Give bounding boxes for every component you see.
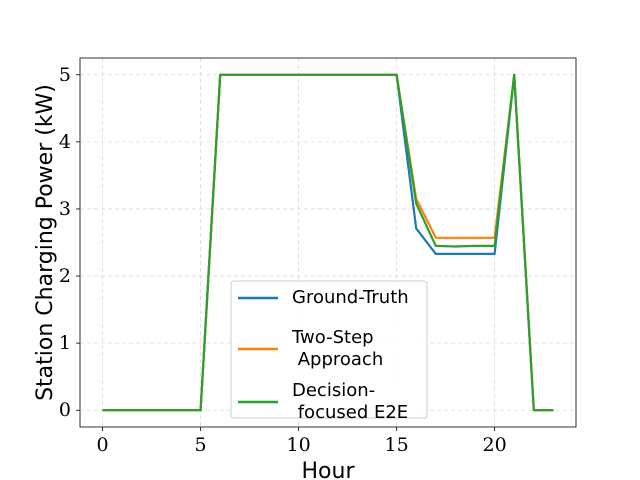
y-tick-label: 1 (59, 332, 71, 354)
x-tick-label: 20 (483, 434, 507, 456)
y-tick-label: 2 (59, 265, 71, 287)
x-tick-label: 15 (385, 434, 409, 456)
y-axis-title: Station Charging Power (kW) (33, 84, 58, 401)
series-line (102, 73, 554, 412)
legend-label: Decision- focused E2E (292, 380, 408, 423)
plot-frame (79, 57, 577, 428)
legend-label: Two-Step Approach (291, 327, 383, 370)
y-tick-label: 0 (59, 399, 71, 421)
axis-ticks: 0 5 10 15 20 0 1 2 3 4 5 (59, 64, 507, 456)
x-axis-title: Hour (302, 459, 356, 480)
y-tick-label: 3 (59, 198, 71, 220)
x-tick-label: 10 (286, 434, 310, 456)
y-tick-label: 4 (59, 131, 71, 153)
series-lines (102, 73, 554, 412)
legend-label: Ground-Truth (292, 287, 409, 308)
legend: Ground-Truth Two-Step Approach Decision- f… (230, 280, 428, 423)
x-tick-label: 5 (195, 434, 207, 456)
x-tick-label: 0 (96, 434, 108, 456)
y-tick-label: 5 (59, 64, 71, 86)
legend-box (230, 280, 428, 419)
